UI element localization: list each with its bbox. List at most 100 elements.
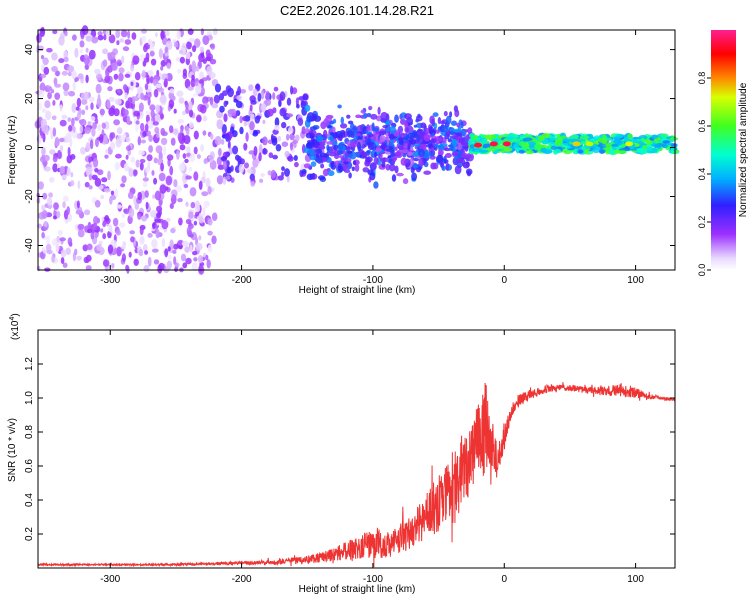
spectrogram-cell bbox=[279, 107, 287, 117]
spectrogram-cell bbox=[113, 108, 120, 117]
spectrogram-cell bbox=[72, 34, 77, 41]
spectrogram-cell bbox=[161, 219, 169, 230]
spectrogram-cell bbox=[261, 148, 268, 155]
spectrogram-cell bbox=[74, 248, 78, 256]
spectrogram-cell bbox=[77, 223, 85, 231]
spectrogram-x-tick-label: -100 bbox=[363, 275, 383, 286]
spectrogram-cell bbox=[94, 168, 99, 173]
spectrogram-cell bbox=[46, 249, 53, 255]
spectrogram-cell bbox=[67, 146, 71, 157]
spectrogram-cell bbox=[529, 141, 536, 147]
spectrogram-cell bbox=[326, 141, 334, 145]
spectrogram-cell bbox=[80, 146, 86, 155]
spectrogram-cell bbox=[373, 157, 379, 165]
spectrogram-cell bbox=[177, 68, 182, 74]
spectrogram-cell bbox=[455, 158, 464, 164]
spectrogram-cell bbox=[463, 142, 470, 147]
spectrogram-cell bbox=[99, 134, 104, 144]
spectrogram-cell bbox=[127, 97, 133, 104]
spectrogram-cell bbox=[97, 93, 101, 103]
spectrogram-cell bbox=[97, 169, 104, 176]
spectrogram-cell bbox=[116, 204, 122, 209]
spectrogram-cell bbox=[286, 133, 290, 141]
spectrogram-cell bbox=[165, 175, 173, 186]
spectrogram-cell bbox=[210, 133, 214, 140]
spectrogram-cell bbox=[122, 84, 128, 91]
spectrogram-cell bbox=[258, 144, 263, 155]
spectrogram-cell bbox=[143, 264, 150, 273]
spectrogram-cell bbox=[130, 64, 135, 72]
spectrogram-cell bbox=[175, 185, 182, 193]
spectrogram-cell bbox=[63, 89, 69, 97]
spectrogram-cell bbox=[437, 117, 442, 125]
spectrogram-cell bbox=[62, 82, 70, 91]
spectrogram-cell bbox=[166, 154, 174, 161]
spectrogram-cell bbox=[185, 125, 190, 136]
spectrogram-cell bbox=[91, 127, 96, 137]
spectrogram-cell bbox=[44, 100, 51, 109]
spectrogram-cell bbox=[451, 134, 458, 139]
spectrogram-cell bbox=[90, 116, 96, 122]
spectrogram-cell bbox=[373, 181, 379, 189]
spectrogram-cell bbox=[160, 113, 164, 120]
spectrogram-cell bbox=[432, 112, 439, 117]
spectrogram-cell bbox=[367, 141, 374, 146]
spectrogram-cell bbox=[196, 114, 202, 123]
spectrogram-cell bbox=[412, 151, 420, 157]
spectrogram-cell bbox=[71, 103, 77, 113]
spectrogram-cell bbox=[139, 158, 146, 164]
spectrogram-cell bbox=[108, 34, 116, 44]
spectrogram-cell bbox=[181, 240, 189, 247]
spectrogram-cell bbox=[252, 88, 258, 97]
spectrogram-cell bbox=[139, 109, 144, 119]
spectrogram-cell bbox=[390, 148, 395, 157]
spectrogram-cell bbox=[43, 66, 50, 75]
spectrogram-cell bbox=[368, 105, 373, 110]
spectrogram-cell bbox=[456, 122, 461, 128]
spectrogram-cell bbox=[270, 169, 277, 179]
spectrogram-cell bbox=[185, 175, 192, 180]
spectrogram-cell bbox=[340, 129, 346, 135]
spectrogram-cell bbox=[171, 193, 176, 201]
spectrogram-cell bbox=[227, 140, 231, 149]
spectrogram-cell bbox=[179, 144, 186, 151]
spectrogram-cell bbox=[366, 113, 372, 118]
spectrogram-cell bbox=[114, 188, 119, 198]
spectrogram-cell bbox=[363, 152, 368, 159]
spectrogram-cell bbox=[132, 55, 140, 65]
spectrogram-cell bbox=[87, 228, 92, 234]
spectrogram-y-tick-label: 20 bbox=[24, 93, 35, 105]
spectrogram-cell bbox=[388, 146, 394, 150]
spectrogram-cell bbox=[43, 124, 48, 135]
spectrogram-cell bbox=[481, 138, 487, 143]
spectrogram-cell bbox=[123, 109, 129, 117]
spectrogram-cell bbox=[159, 184, 167, 194]
spectrogram-cell bbox=[286, 97, 292, 106]
spectrogram-cell bbox=[187, 28, 194, 35]
spectrogram-cell bbox=[315, 157, 323, 163]
spectrogram-cell bbox=[203, 200, 210, 208]
spectrogram-cell bbox=[214, 135, 222, 146]
spectrogram-cell bbox=[153, 88, 159, 98]
spectrogram-cell bbox=[277, 175, 284, 181]
spectrogram-cell bbox=[124, 73, 131, 78]
spectrogram-cell bbox=[133, 195, 137, 206]
spectrogram-cell bbox=[40, 73, 47, 79]
spectrogram-cell bbox=[161, 237, 166, 248]
spectrogram-cell bbox=[53, 77, 58, 86]
spectrogram-cell bbox=[332, 118, 337, 124]
spectrogram-cell bbox=[65, 247, 71, 255]
spectrogram-cell bbox=[522, 137, 533, 142]
spectrogram-cell bbox=[401, 149, 410, 154]
spectrogram-cell bbox=[379, 135, 386, 142]
snr-x-axis-label: Height of straight line (km) bbox=[299, 584, 416, 595]
spectrogram-cell bbox=[160, 65, 164, 71]
spectrogram-peak bbox=[572, 141, 581, 147]
spectrogram-cell bbox=[100, 216, 105, 222]
spectrogram-cell bbox=[443, 147, 452, 152]
spectrogram-cell bbox=[109, 195, 113, 205]
spectrogram-cell bbox=[409, 139, 417, 145]
spectrogram-cell bbox=[76, 255, 82, 261]
spectrogram-cell bbox=[134, 72, 141, 81]
snr-y-axis-label: SNR (10 * v/v) bbox=[7, 418, 18, 482]
